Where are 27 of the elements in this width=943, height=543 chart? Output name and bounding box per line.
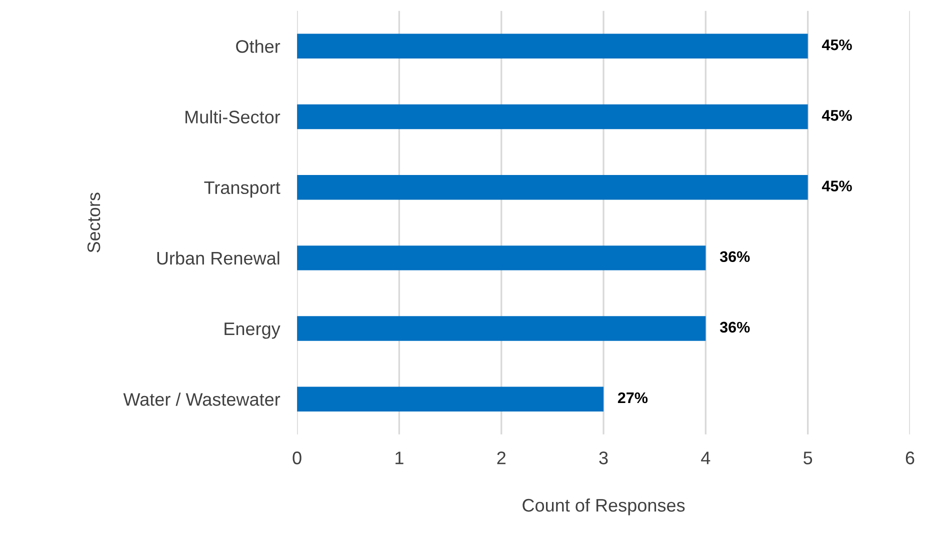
y-tick-label: Multi-Sector [186, 110, 280, 124]
annotation: 45% [822, 110, 852, 121]
y-axis-title: Sectors [87, 192, 100, 252]
x-tick-label: 0 [292, 452, 302, 464]
x-tick-label: 5 [804, 452, 812, 464]
annotation: 27% [618, 392, 648, 404]
x-tick-label: 2 [497, 452, 506, 464]
bar [297, 104, 808, 130]
x-tick-label: 4 [701, 452, 710, 464]
y-tick-label: Transport [204, 181, 280, 198]
annotation: 45% [822, 180, 852, 192]
y-tick-label: Other [236, 40, 280, 53]
y-tick-label: Water / Wastewater [123, 392, 280, 406]
bar [297, 316, 706, 341]
y-tick-label: Urban Renewal [157, 251, 280, 265]
bar [297, 174, 808, 200]
annotation: 36% [720, 251, 750, 262]
bar [297, 34, 808, 59]
x-tick-label: 3 [599, 452, 608, 464]
annotation: 36% [720, 322, 750, 333]
bar [297, 386, 604, 412]
x-axis-title: Count of Responses [522, 498, 685, 516]
bar [297, 246, 706, 270]
x-tick-label: 1 [396, 452, 404, 464]
x-tick-label: 6 [906, 452, 914, 464]
y-tick-label: Energy [224, 322, 280, 339]
annotation: 45% [822, 39, 852, 50]
